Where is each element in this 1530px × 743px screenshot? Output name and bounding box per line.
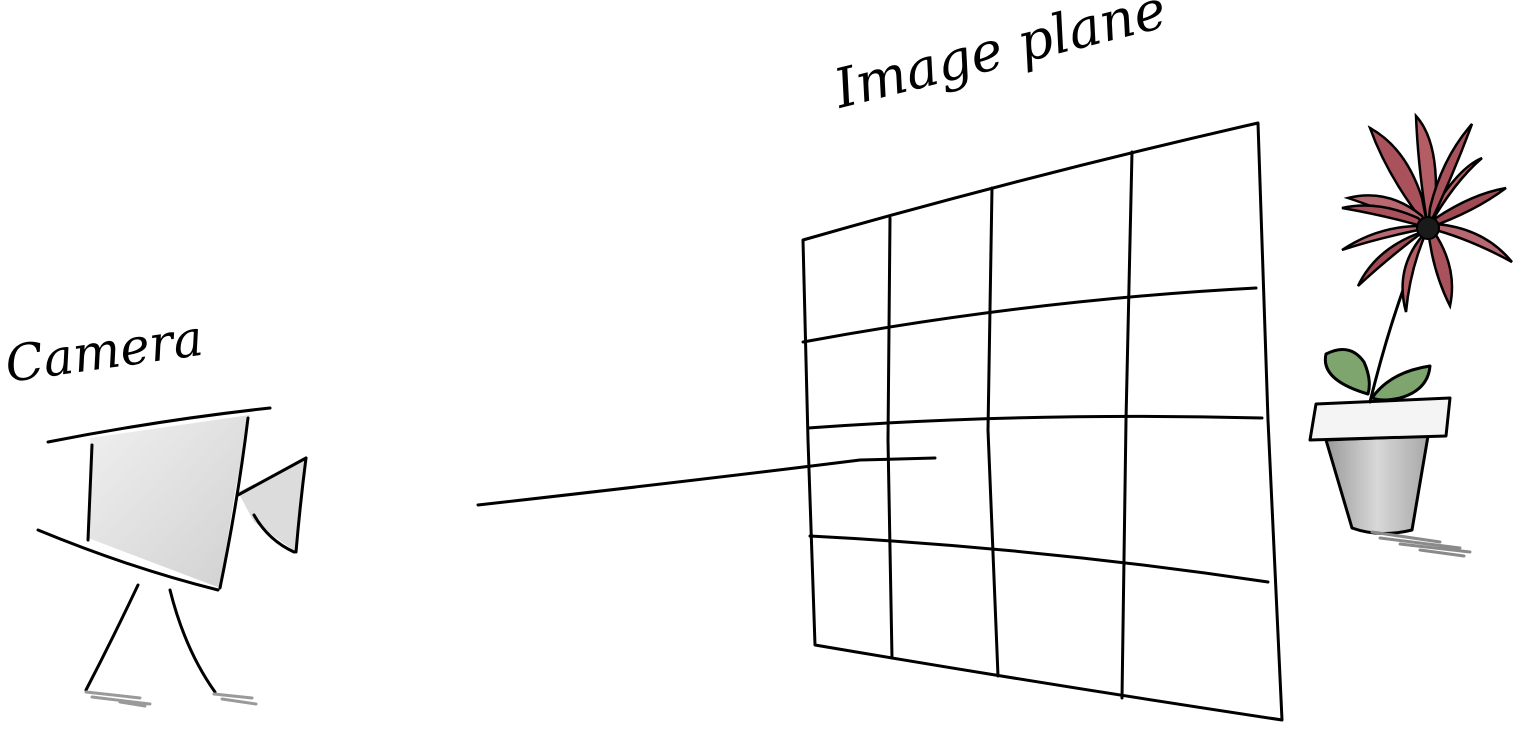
leaf-left <box>1323 348 1371 396</box>
flower-leaves <box>1323 348 1432 402</box>
camera-tripod-legs <box>84 583 217 694</box>
projection-ray <box>476 456 937 507</box>
camera-label: Camera <box>2 309 207 394</box>
camera-drawing <box>36 406 308 694</box>
pot-body <box>1324 434 1430 535</box>
image-plane-grid <box>801 121 1284 722</box>
image-plane-label: Image plane <box>827 0 1172 121</box>
grid-line-vertical-3 <box>1120 150 1134 700</box>
leaf-right <box>1370 364 1432 402</box>
pot-rim <box>1308 396 1452 442</box>
flower-pot <box>1308 396 1452 535</box>
camera-shadow <box>84 690 258 708</box>
grid-line-horizontal-2 <box>806 414 1264 430</box>
grid-line-horizontal-3 <box>808 534 1270 584</box>
camera-lens <box>238 458 306 552</box>
camera-body <box>88 415 250 588</box>
image-plane-frame <box>801 121 1284 722</box>
grid-line-vertical-1 <box>886 216 894 660</box>
pot-shadow <box>1370 530 1472 558</box>
grid-line-vertical-2 <box>986 186 1000 678</box>
flower-petals <box>1341 112 1513 313</box>
grid-line-horizontal-1 <box>801 286 1258 344</box>
flower-center <box>1416 216 1440 240</box>
